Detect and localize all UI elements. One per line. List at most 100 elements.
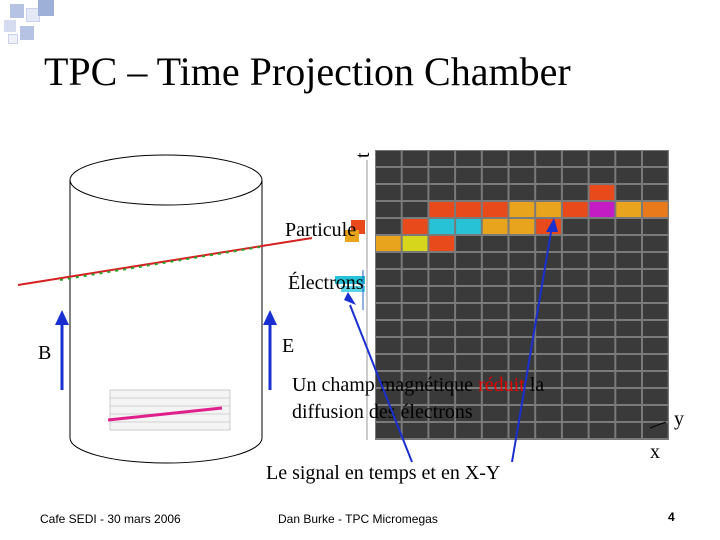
grid-cell	[429, 185, 455, 200]
bottom-track	[107, 406, 223, 422]
grid-cell	[616, 236, 641, 251]
grid-cell	[376, 236, 401, 251]
grid-cell	[429, 321, 455, 336]
grid-cell	[429, 168, 455, 183]
grid-cell	[589, 270, 615, 285]
grid-cell	[562, 338, 588, 353]
corner-decoration-6	[8, 34, 18, 44]
grid-cell	[402, 151, 428, 166]
b-field-label: B	[38, 342, 52, 364]
grid-cell	[509, 151, 535, 166]
grid-cell	[562, 151, 588, 166]
grid-cell	[562, 185, 588, 200]
footer-left: Cafe SEDI - 30 mars 2006	[40, 512, 181, 526]
grid-cell	[456, 389, 481, 404]
grid-cell	[509, 423, 535, 438]
grid-cell	[536, 287, 561, 302]
grid-cell	[562, 168, 588, 183]
grid-cell	[402, 389, 428, 404]
grid-cell	[482, 219, 508, 234]
grid-cell	[643, 406, 668, 421]
grid-cell	[616, 406, 641, 421]
tpc-cylinder-diagram	[17, 154, 313, 464]
grid-cell	[402, 236, 428, 251]
grid-cell	[376, 355, 401, 370]
grid-cell	[402, 338, 428, 353]
grid-cell	[376, 287, 401, 302]
grid-cell	[456, 321, 481, 336]
grid-cell	[589, 355, 615, 370]
page-number: 4	[668, 510, 675, 524]
grid-cell	[509, 219, 535, 234]
grid-cell	[482, 355, 508, 370]
grid-cell	[376, 338, 401, 353]
magnetic-text-highlight: réduit	[478, 374, 525, 396]
grid-cell	[643, 389, 668, 404]
grid-cell	[589, 372, 615, 387]
grid-cell	[509, 406, 535, 421]
grid-cell	[482, 185, 508, 200]
grid-cell	[616, 423, 641, 438]
grid-cell	[562, 423, 588, 438]
grid-cell	[482, 202, 508, 217]
grid-cell	[482, 423, 508, 438]
grid-cell	[589, 338, 615, 353]
time-pulse-4	[341, 286, 365, 292]
grid-cell	[429, 202, 455, 217]
footer-center: Dan Burke - TPC Micromegas	[278, 512, 438, 526]
grid-cell	[509, 185, 535, 200]
grid-cell	[643, 236, 668, 251]
grid-cell	[482, 236, 508, 251]
grid-cell	[589, 304, 615, 319]
grid-cell	[509, 372, 535, 387]
grid-cell	[536, 202, 561, 217]
grid-cell	[536, 423, 561, 438]
grid-cell	[509, 168, 535, 183]
grid-cell	[429, 151, 455, 166]
corner-decoration-4	[4, 20, 16, 32]
grid-cell	[482, 151, 508, 166]
grid-cell	[562, 389, 588, 404]
grid-cell	[376, 185, 401, 200]
x-axis-label: x	[650, 441, 660, 463]
grid-cell	[536, 168, 561, 183]
grid-cell	[456, 253, 481, 268]
grid-cell	[376, 423, 401, 438]
grid-cell	[376, 304, 401, 319]
grid-cell	[616, 253, 641, 268]
grid-cell	[616, 287, 641, 302]
grid-cell	[482, 372, 508, 387]
grid-cell	[429, 253, 455, 268]
grid-cell	[643, 355, 668, 370]
grid-cell	[562, 321, 588, 336]
grid-cell	[536, 338, 561, 353]
e-field-label: E	[282, 335, 295, 357]
grid-cell	[429, 270, 455, 285]
y-axis-label: y	[674, 408, 684, 430]
grid-cell	[456, 185, 481, 200]
grid-cell	[482, 168, 508, 183]
grid-cell	[643, 270, 668, 285]
xy-axis-line	[649, 421, 667, 429]
grid-cell	[589, 168, 615, 183]
grid-cell	[589, 253, 615, 268]
magnetic-text-line2: diffusion des électrons	[292, 401, 473, 423]
grid-cell	[589, 236, 615, 251]
grid-cell	[562, 406, 588, 421]
pointer-arrowhead-right	[546, 218, 558, 232]
grid-cell	[429, 304, 455, 319]
grid-cell	[536, 185, 561, 200]
grid-cell	[429, 236, 455, 251]
grid-cell	[536, 389, 561, 404]
grid-cell	[643, 219, 668, 234]
grid-cell	[429, 338, 455, 353]
grid-cell	[482, 287, 508, 302]
particle-label: Particule	[285, 219, 357, 241]
time-pulse-3	[335, 276, 365, 284]
corner-decoration-3	[38, 0, 54, 16]
grid-cell	[376, 270, 401, 285]
grid-cell	[456, 168, 481, 183]
grid-cell	[643, 168, 668, 183]
grid-cell	[402, 372, 428, 387]
